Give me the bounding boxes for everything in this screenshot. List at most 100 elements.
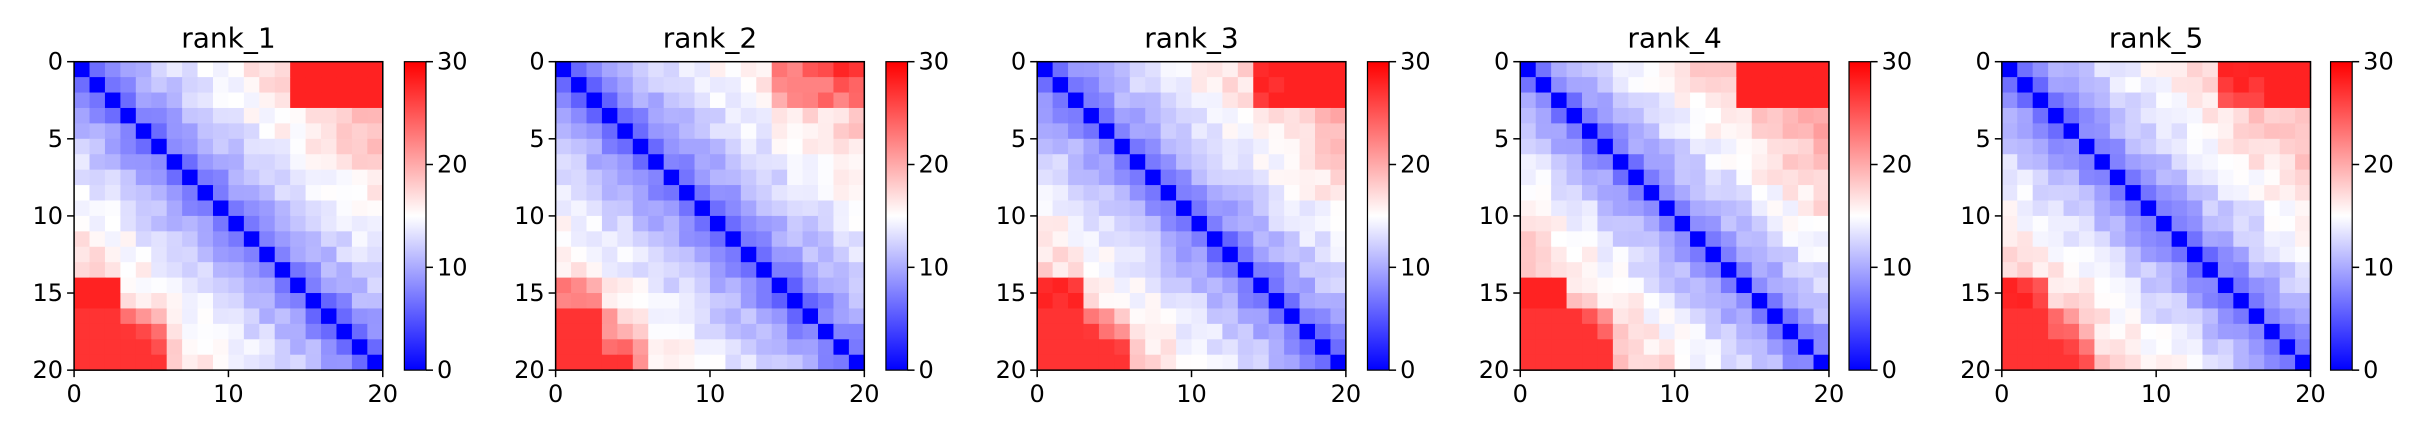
heatmap-cell: [756, 169, 773, 186]
heatmap-cell: [2001, 323, 2018, 340]
heatmap-cell: [555, 200, 572, 217]
heatmap-cell: [1330, 92, 1347, 109]
heatmap-cell: [1674, 323, 1691, 340]
heatmap-cell: [1751, 293, 1768, 310]
heatmap-cell: [197, 77, 214, 94]
heatmap-cell: [367, 323, 384, 340]
heatmap-cell: [1222, 246, 1239, 263]
heatmap-cell: [1566, 154, 1583, 171]
heatmap-cell: [2202, 215, 2219, 232]
heatmap-cell: [1736, 169, 1753, 186]
heatmap-cell: [120, 308, 137, 325]
heatmap-cell: [367, 61, 384, 78]
heatmap-cell: [2032, 123, 2049, 140]
heatmap-cell: [305, 107, 322, 124]
heatmap-cell: [2202, 262, 2219, 279]
heatmap-cell: [1083, 154, 1100, 171]
heatmap-cell: [1330, 354, 1347, 371]
heatmap-cell: [1222, 92, 1239, 109]
heatmap-cell: [648, 308, 665, 325]
heatmap-cell: [1705, 339, 1722, 356]
heatmap-cell: [2202, 154, 2219, 171]
heatmap-cell: [586, 231, 603, 248]
heatmap-cell: [555, 154, 572, 171]
heatmap-cell: [197, 323, 214, 340]
heatmap-cell: [151, 246, 168, 263]
heatmap-cell: [2279, 339, 2296, 356]
heatmap-cell: [1767, 262, 1784, 279]
y-tick-label: 0: [1011, 48, 1026, 76]
heatmap-cell: [1535, 231, 1552, 248]
heatmap-cell: [1114, 215, 1131, 232]
heatmap-cell: [1597, 277, 1614, 294]
heatmap-cell: [135, 154, 152, 171]
heatmap-cell: [1114, 92, 1131, 109]
heatmap-cell: [290, 185, 307, 202]
heatmap-cell: [2279, 215, 2296, 232]
heatmap-cell: [2248, 154, 2265, 171]
heatmap-cell: [274, 200, 291, 217]
heatmap-cell: [2171, 185, 2188, 202]
heatmap-cell: [212, 200, 230, 217]
heatmap-cell: [648, 246, 665, 263]
heatmap-cell: [1674, 231, 1691, 248]
heatmap-cell: [1098, 308, 1115, 325]
heatmap-cell: [197, 200, 214, 217]
heatmap-cell: [1206, 231, 1223, 248]
heatmap-cell: [2125, 138, 2142, 155]
heatmap-cell: [1268, 107, 1285, 124]
heatmap-cell: [1612, 123, 1629, 140]
heatmap-cell: [1520, 107, 1537, 124]
x-tick-label: 10: [1659, 380, 1690, 408]
heatmap-cell: [833, 323, 850, 340]
heatmap-cell: [771, 154, 788, 171]
heatmap-cell: [2094, 77, 2111, 94]
heatmap-cell: [2295, 77, 2312, 94]
heatmap-cell: [259, 231, 276, 248]
heatmap-cell: [1083, 138, 1100, 155]
heatmap-cell: [2217, 77, 2234, 94]
heatmap-cell: [1037, 92, 1054, 109]
heatmap-cell: [1690, 293, 1707, 310]
heatmap-cell: [1705, 154, 1722, 171]
heatmap-cell: [555, 77, 572, 94]
heatmap-cell: [228, 246, 245, 263]
heatmap-cell: [259, 293, 276, 310]
heatmap-cell: [2094, 323, 2111, 340]
heatmap-cell: [756, 354, 773, 371]
heatmap-cell: [555, 323, 572, 340]
heatmap-cell: [1690, 262, 1707, 279]
heatmap-cell: [1751, 339, 1768, 356]
heatmap-cell: [1535, 339, 1552, 356]
heatmap-cell: [1659, 246, 1676, 263]
heatmap-cell: [243, 293, 260, 310]
heatmap-cell: [1145, 61, 1162, 78]
heatmap-cell: [818, 231, 835, 248]
heatmap-cell: [89, 61, 106, 78]
heatmap-cell: [802, 77, 819, 94]
heatmap-cell: [1612, 169, 1629, 186]
heatmap-cell: [74, 277, 91, 294]
colorbar-tick-label: 30: [437, 48, 468, 76]
heatmap-cell: [182, 354, 199, 371]
heatmap-cell: [74, 293, 91, 310]
heatmap-cell: [1222, 277, 1239, 294]
heatmap-cell: [679, 293, 696, 310]
heatmap-cell: [290, 354, 307, 371]
heatmap-cell: [321, 123, 338, 140]
heatmap-cell: [135, 200, 152, 217]
heatmap-cell: [228, 354, 245, 371]
heatmap-cell: [2248, 231, 2265, 248]
heatmap-cell: [74, 308, 91, 325]
heatmap-cell: [182, 138, 199, 155]
heatmap-cell: [1129, 323, 1146, 340]
heatmap-cell: [351, 107, 368, 124]
heatmap-cell: [1520, 262, 1537, 279]
heatmap-cell: [1176, 293, 1193, 310]
heatmap-cell: [1612, 231, 1629, 248]
heatmap-cell: [259, 169, 276, 186]
heatmap-cell: [787, 138, 804, 155]
heatmap-cell: [2264, 231, 2281, 248]
heatmap-cell: [2233, 293, 2250, 310]
heatmap-cell: [1237, 339, 1254, 356]
